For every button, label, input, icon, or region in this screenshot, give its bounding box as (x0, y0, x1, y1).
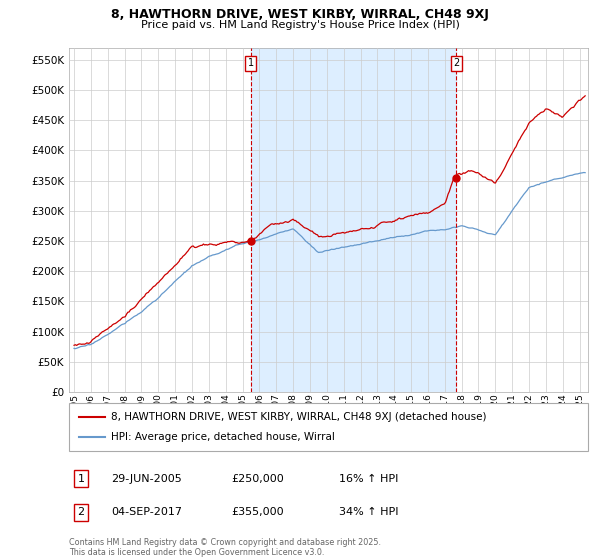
Text: 1: 1 (248, 58, 254, 68)
Point (451, 173, 461, 182)
Text: Contains HM Land Registry data © Crown copyright and database right 2025.
This d: Contains HM Land Registry data © Crown c… (69, 538, 381, 557)
Bar (251, 48, 456, 392)
Text: HPI: Average price, detached house, Wirral: HPI: Average price, detached house, Wirr… (110, 432, 334, 442)
Text: 2: 2 (77, 507, 85, 517)
Text: £355,000: £355,000 (231, 507, 284, 517)
Text: 04-SEP-2017: 04-SEP-2017 (111, 507, 182, 517)
Text: 16% ↑ HPI: 16% ↑ HPI (339, 474, 398, 484)
FancyBboxPatch shape (69, 403, 588, 451)
Text: £250,000: £250,000 (231, 474, 284, 484)
Text: 2: 2 (453, 58, 459, 68)
Text: 8, HAWTHORN DRIVE, WEST KIRBY, WIRRAL, CH48 9XJ (detached house): 8, HAWTHORN DRIVE, WEST KIRBY, WIRRAL, C… (110, 412, 486, 422)
Text: 1: 1 (77, 474, 85, 484)
Text: 29-JUN-2005: 29-JUN-2005 (111, 474, 182, 484)
Text: 8, HAWTHORN DRIVE, WEST KIRBY, WIRRAL, CH48 9XJ: 8, HAWTHORN DRIVE, WEST KIRBY, WIRRAL, C… (111, 8, 489, 21)
Text: 34% ↑ HPI: 34% ↑ HPI (339, 507, 398, 517)
Text: Price paid vs. HM Land Registry's House Price Index (HPI): Price paid vs. HM Land Registry's House … (140, 20, 460, 30)
Point (246, 236, 256, 245)
